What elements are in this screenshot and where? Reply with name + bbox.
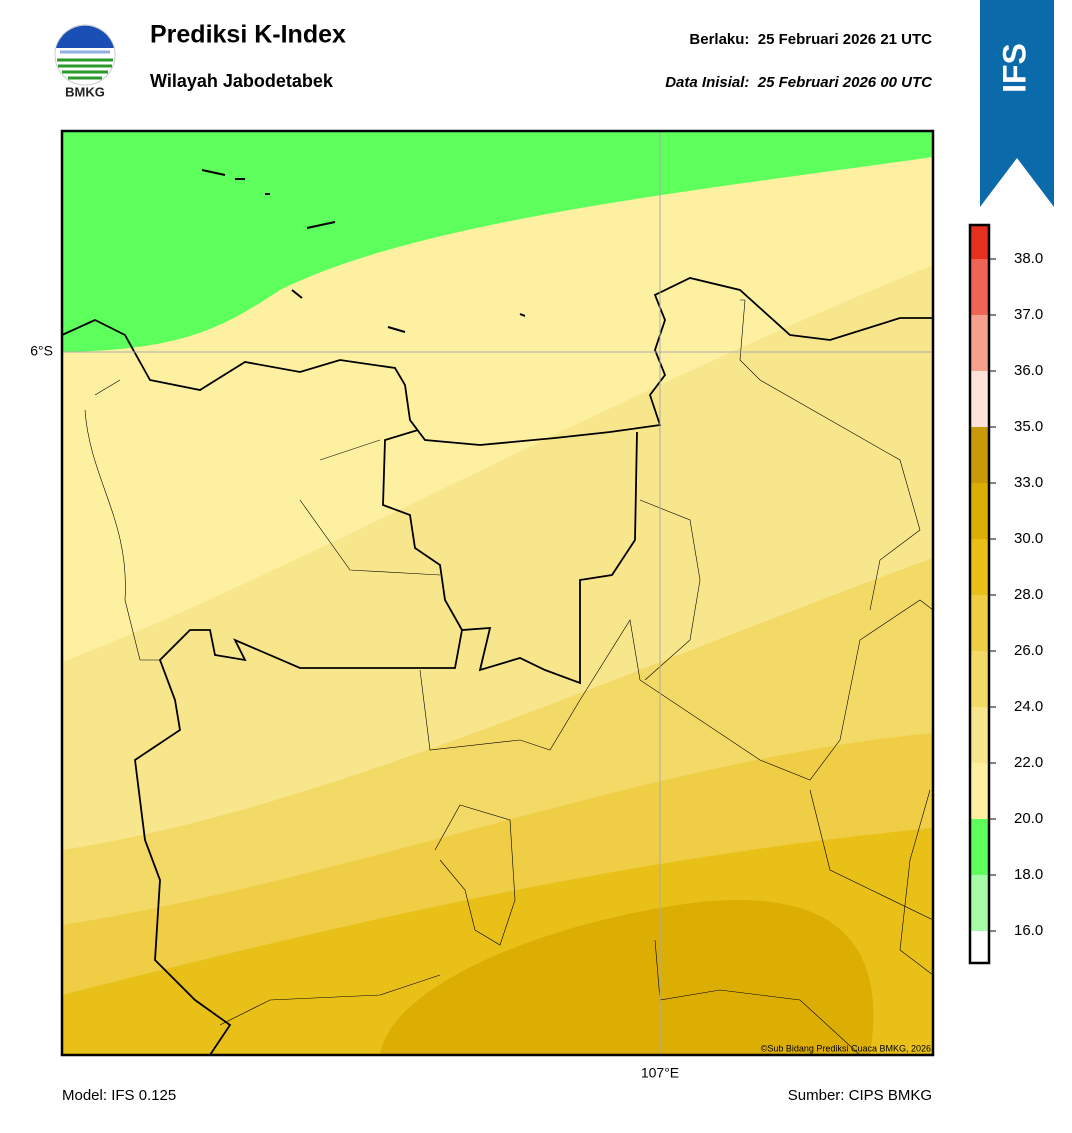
credit: ©Sub Bidang Prediksi Cuaca BMKG, 2026 bbox=[761, 1043, 931, 1053]
map-frame bbox=[60, 129, 935, 1057]
colorbar-tick-label: 20.0 bbox=[1014, 810, 1043, 827]
lat-label: 6°S bbox=[30, 343, 53, 359]
colorbar-segment bbox=[970, 707, 989, 763]
colorbar-segment bbox=[970, 763, 989, 819]
colorbar-segment bbox=[970, 315, 989, 371]
valid-time: Berlaku: 25 Februari 2026 21 UTC bbox=[689, 31, 932, 48]
model-label: Model: IFS 0.125 bbox=[62, 1087, 176, 1104]
subtitle: Wilayah Jabodetabek bbox=[150, 71, 334, 91]
badge-label: IFS bbox=[996, 43, 1032, 93]
source-label: Sumber: CIPS BMKG bbox=[788, 1087, 932, 1104]
logo: BMKG bbox=[54, 24, 116, 99]
colorbar-segment bbox=[970, 371, 989, 427]
colorbar-tick-label: 35.0 bbox=[1014, 418, 1043, 435]
logo-label: BMKG bbox=[65, 84, 105, 99]
colorbar-segment bbox=[970, 931, 989, 963]
colorbar-segment bbox=[970, 483, 989, 539]
map: ©Sub Bidang Prediksi Cuaca BMKG, 2026 bbox=[62, 131, 933, 1055]
colorbar-tick-label: 37.0 bbox=[1014, 306, 1043, 323]
colorbar-segment bbox=[970, 225, 989, 259]
colorbar-segment bbox=[970, 259, 989, 315]
colorbar-tick-label: 38.0 bbox=[1014, 250, 1043, 267]
colorbar-tick-label: 36.0 bbox=[1014, 362, 1043, 379]
colorbar-tick-label: 28.0 bbox=[1014, 586, 1043, 603]
colorbar-tick-label: 26.0 bbox=[1014, 642, 1043, 659]
colorbar-tick-label: 16.0 bbox=[1014, 922, 1043, 939]
model-badge bbox=[980, 0, 1054, 207]
colorbar-segment bbox=[970, 651, 989, 707]
init-time: Data Inisial: 25 Februari 2026 00 UTC bbox=[665, 74, 933, 91]
colorbar-segment bbox=[970, 819, 989, 875]
colorbar-tick-label: 18.0 bbox=[1014, 866, 1043, 883]
colorbar-frame bbox=[968, 223, 991, 965]
colorbar-tick-label: 33.0 bbox=[1014, 474, 1043, 491]
colorbar-segment bbox=[970, 427, 989, 483]
colorbar-segment bbox=[970, 875, 989, 931]
colorbar-tick-label: 30.0 bbox=[1014, 530, 1043, 547]
colorbar: 16.0 18.0 20.0 22.0 24.0 26.0 28.0 30.0 33.0 35.0… bbox=[968, 223, 1043, 965]
colorbar-tick-label: 24.0 bbox=[1014, 698, 1043, 715]
colorbar-segment bbox=[970, 595, 989, 651]
colorbar-tick-label: 22.0 bbox=[1014, 754, 1043, 771]
colorbar-segment bbox=[970, 539, 989, 595]
lon-label: 107°E bbox=[641, 1065, 679, 1081]
title: Prediksi K-Index bbox=[150, 21, 346, 49]
